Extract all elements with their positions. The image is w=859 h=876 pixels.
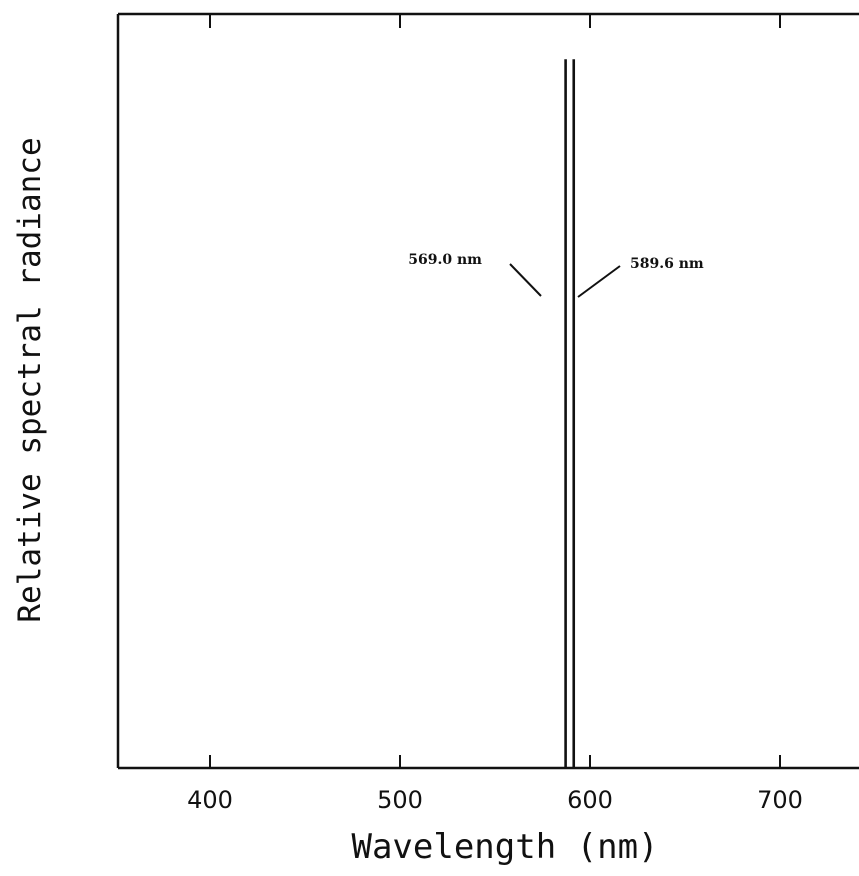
x-tick-label-700: 700 [757, 786, 803, 814]
x-tick-label-500: 500 [377, 786, 423, 814]
x-ticks [209, 14, 781, 768]
annotation-label-right: 589.6 nm [630, 256, 704, 272]
emission-lines [564, 59, 576, 768]
y-axis-label: Relative spectral radiance [12, 137, 48, 622]
line-annotations: 569.0 nm 589.6 nm [408, 252, 704, 298]
annotation-label-left: 569.0 nm [408, 252, 482, 268]
annotation-leader-right [577, 265, 621, 298]
x-axis-label: Wavelength (nm) [351, 827, 658, 867]
x-tick-labels: 400 500 600 700 [187, 786, 803, 814]
x-tick-label-600: 600 [567, 786, 613, 814]
annotation-leader-left [509, 263, 542, 297]
x-tick-label-400: 400 [187, 786, 233, 814]
plot-frame [116, 12, 859, 770]
